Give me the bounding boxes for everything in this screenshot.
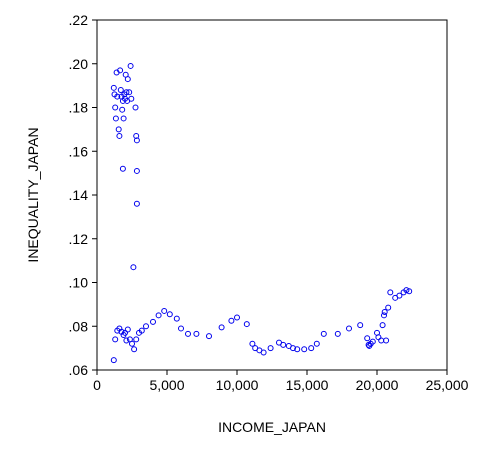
data-point <box>133 137 140 144</box>
x-tick-label: 20,000 <box>356 377 399 393</box>
y-tick-label: .08 <box>69 318 89 334</box>
y-tick-label: .18 <box>69 100 89 116</box>
data-point <box>112 336 119 343</box>
data-point <box>133 167 140 174</box>
data-point <box>110 84 117 91</box>
data-point <box>155 312 162 319</box>
data-point <box>138 327 145 334</box>
data-point <box>124 326 131 333</box>
y-tick-label: .10 <box>69 275 89 291</box>
data-point <box>357 322 364 329</box>
x-axis: 0 5,000 10,000 15,000 20,000 25,000 <box>93 370 469 393</box>
data-point <box>123 337 130 344</box>
data-point <box>346 325 352 332</box>
data-point <box>378 337 385 344</box>
data-point <box>308 345 315 352</box>
data-point <box>193 330 200 337</box>
data-point <box>313 340 320 347</box>
data-point <box>115 126 122 133</box>
data-point <box>243 321 250 328</box>
data-point <box>119 106 126 113</box>
data-point <box>117 87 124 93</box>
data-point <box>381 312 387 319</box>
data-point <box>126 89 133 96</box>
data-point <box>110 357 117 364</box>
data-point <box>218 324 225 331</box>
x-tick-label: 10,000 <box>216 377 259 393</box>
data-point <box>131 346 138 353</box>
data-point <box>120 115 127 122</box>
data-point <box>119 165 126 172</box>
data-point <box>129 340 135 347</box>
data-points <box>110 62 413 364</box>
data-point <box>133 336 140 343</box>
data-point <box>290 345 296 352</box>
data-point <box>379 322 386 329</box>
y-tick-label: .06 <box>69 362 89 378</box>
data-point <box>403 287 410 294</box>
data-point <box>387 289 394 296</box>
data-point <box>133 132 140 139</box>
data-point <box>369 338 376 345</box>
x-tick-label: 5,000 <box>149 377 184 393</box>
x-axis-label: INCOME_JAPAN <box>218 419 326 435</box>
data-point <box>161 307 168 314</box>
data-point <box>301 346 308 353</box>
data-point <box>381 309 388 316</box>
data-point <box>132 104 139 111</box>
data-point <box>112 115 119 122</box>
data-point <box>127 62 134 69</box>
y-tick-label: .14 <box>69 187 89 203</box>
data-point <box>406 288 413 295</box>
data-point <box>364 335 371 342</box>
data-point <box>166 311 173 318</box>
data-point <box>383 337 390 344</box>
data-point <box>234 314 240 321</box>
data-point <box>114 93 121 100</box>
data-point <box>123 89 130 96</box>
y-tick-label: .16 <box>69 143 89 159</box>
data-point <box>294 346 301 353</box>
x-tick-label: 0 <box>93 377 101 393</box>
data-point <box>173 315 180 322</box>
data-point <box>130 264 137 271</box>
data-point <box>185 330 191 337</box>
data-point <box>385 304 392 311</box>
data-point <box>396 292 403 299</box>
x-tick-label: 25,000 <box>426 377 469 393</box>
data-point <box>128 95 135 102</box>
data-point <box>280 341 287 348</box>
data-point <box>260 349 267 356</box>
y-tick-label: .12 <box>69 231 89 247</box>
data-point <box>320 330 327 337</box>
x-tick-label: 15,000 <box>286 377 329 393</box>
y-axis: .06 .08 .10 .12 .14 .16 .18 .20 .22 <box>69 12 97 378</box>
data-point <box>267 345 274 352</box>
data-point <box>206 333 212 340</box>
y-tick-label: .22 <box>69 12 89 28</box>
data-point <box>334 330 341 337</box>
data-point <box>124 76 131 83</box>
data-point <box>249 340 256 347</box>
data-point <box>150 318 156 325</box>
data-point <box>178 325 184 332</box>
data-point <box>143 323 149 330</box>
data-point <box>228 317 235 324</box>
y-axis-label: INEQUALITY_JAPAN <box>25 127 41 262</box>
y-tick-label: .20 <box>69 56 89 72</box>
data-point <box>133 200 140 207</box>
data-point <box>112 104 119 111</box>
plot-frame <box>96 19 448 371</box>
data-point <box>116 132 123 139</box>
data-point <box>117 67 124 74</box>
